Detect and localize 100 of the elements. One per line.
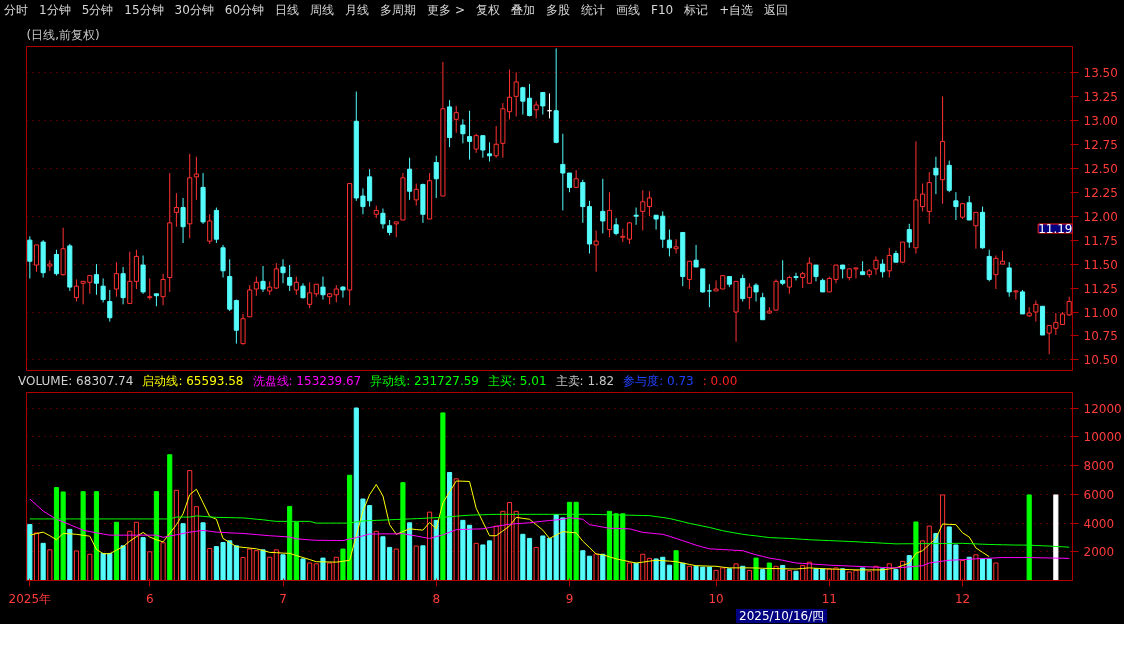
bar — [753, 557, 759, 581]
bar — [746, 569, 752, 581]
y-tick-label: 10000 — [1083, 430, 1122, 445]
candlestick — [986, 249, 992, 282]
candlestick — [693, 244, 699, 268]
bar — [280, 554, 286, 581]
candlestick — [540, 92, 546, 116]
candlestick — [1033, 300, 1039, 323]
candlestick — [600, 178, 606, 234]
candlestick — [486, 141, 493, 163]
bar — [320, 557, 326, 581]
candlestick — [633, 207, 639, 226]
candlestick — [320, 276, 326, 301]
x-tick-label: 6 — [145, 591, 154, 606]
bar — [373, 530, 379, 581]
annotation: 11.19 — [1038, 222, 1073, 236]
candlestick — [740, 274, 746, 302]
bar — [413, 545, 419, 581]
candlestick — [906, 223, 912, 249]
bar — [393, 548, 399, 581]
bar — [926, 525, 932, 581]
text: 月线 — [345, 3, 370, 17]
line-series — [29, 498, 1070, 569]
bar — [680, 562, 686, 581]
candlestick — [873, 255, 879, 276]
candlestick — [307, 281, 313, 309]
candlestick — [407, 157, 413, 201]
y-tick-label: 13.50 — [1083, 65, 1118, 80]
candlestick — [413, 183, 419, 207]
bar — [793, 570, 799, 581]
bar — [673, 550, 679, 581]
bar — [127, 530, 133, 581]
text: 15分钟 — [124, 3, 164, 17]
y-tick-label: 8000 — [1083, 459, 1115, 474]
bar — [313, 563, 319, 581]
bar — [973, 554, 979, 581]
candlestick — [73, 278, 80, 302]
bar — [726, 568, 732, 581]
bar — [626, 562, 633, 581]
bar — [940, 494, 946, 581]
candlestick — [480, 135, 486, 159]
candlestick — [173, 192, 179, 228]
candlestick — [880, 258, 886, 279]
candlestick — [33, 244, 40, 273]
candlestick — [646, 190, 652, 217]
candlestick — [260, 265, 266, 293]
bar — [187, 470, 193, 581]
x-tick-label: 11 — [821, 591, 837, 606]
y-tick-label: 12.00 — [1083, 209, 1118, 224]
x-tick-label: 7 — [279, 591, 287, 606]
y-tick-label: 13.00 — [1083, 113, 1118, 128]
candlestick — [273, 262, 279, 290]
bar — [47, 549, 53, 581]
candlestick — [433, 155, 439, 199]
text: +自选 — [719, 3, 754, 17]
text: 标记 — [684, 3, 709, 17]
candlestick — [666, 229, 672, 257]
bar — [420, 545, 426, 581]
bar — [253, 550, 259, 581]
text: 周线 — [310, 3, 335, 17]
candlestick — [753, 282, 759, 302]
bar — [73, 550, 80, 581]
bar — [986, 558, 992, 581]
text: 参与度: 0.73 — [623, 374, 694, 388]
bar — [447, 472, 453, 581]
bar — [273, 549, 279, 581]
candlestick — [127, 251, 133, 304]
bar — [593, 553, 599, 581]
text: 统计 — [581, 3, 605, 17]
candlestick — [380, 208, 386, 230]
text: VOLUME: 68307.74 — [18, 374, 134, 388]
y-tick-label: 11.75 — [1083, 233, 1118, 248]
candlestick — [780, 259, 786, 286]
text: 多周期 — [380, 3, 417, 17]
x-tick-label: 12 — [954, 591, 971, 606]
text: F10 — [651, 3, 674, 17]
bar — [640, 553, 646, 581]
bar — [993, 562, 999, 581]
candlestick — [933, 156, 939, 195]
bar — [173, 489, 179, 581]
candlestick — [220, 244, 226, 279]
candlestick — [593, 230, 599, 273]
bar — [140, 537, 146, 581]
x-tick-label: 9 — [565, 591, 574, 606]
bar — [966, 556, 972, 581]
text: 洗盘线: 153239.67 — [252, 374, 362, 388]
bar — [133, 521, 139, 581]
candlestick — [473, 133, 479, 154]
candlestick — [746, 282, 752, 310]
bar — [1053, 494, 1059, 581]
candlestick — [513, 71, 519, 117]
bar — [533, 546, 539, 581]
candlestick — [706, 283, 712, 308]
candlestick — [27, 235, 33, 279]
candlestick — [147, 277, 153, 301]
bar — [233, 545, 239, 581]
bar — [40, 542, 46, 581]
y-tick-label: 12.25 — [1083, 185, 1118, 200]
candlestick — [113, 261, 120, 298]
candlestick — [806, 256, 812, 284]
